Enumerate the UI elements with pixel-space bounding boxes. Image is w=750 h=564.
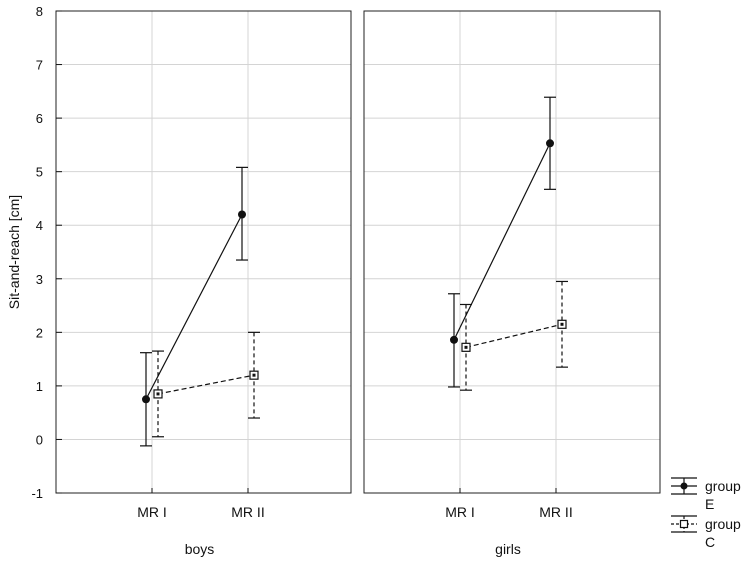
grid: [56, 10, 660, 494]
data-point: [238, 210, 246, 219]
series-line: [157, 374, 255, 395]
x-tick-label: MR II: [231, 504, 264, 520]
x-tick-label: MR I: [137, 504, 167, 520]
x-tick-label: MR I: [445, 504, 475, 520]
legend-label: group: [705, 478, 741, 494]
legend-marker: [680, 482, 688, 490]
x-tick-label: MR II: [539, 504, 572, 520]
legend-sublabel: E: [705, 496, 714, 512]
data-point: [450, 335, 458, 344]
series-line: [453, 143, 551, 341]
legend-sublabel: C: [705, 534, 715, 550]
y-tick-label: 6: [36, 111, 43, 126]
series-line: [145, 214, 243, 400]
legend-label: group: [705, 516, 741, 532]
data-point-center: [560, 322, 564, 326]
y-tick-label: 8: [36, 4, 43, 19]
y-tick-label: -1: [31, 486, 43, 501]
legend-marker: [679, 519, 689, 529]
panel-frames: [55, 10, 661, 494]
y-tick-label: 2: [36, 325, 43, 340]
data-point-center: [156, 392, 160, 396]
panel-frame: [55, 10, 352, 494]
y-tick-label: 3: [36, 272, 43, 287]
x-axis: MR I MR II MR I MR II: [137, 488, 573, 520]
data-point: [142, 395, 150, 404]
y-tick-label: 5: [36, 165, 43, 180]
y-tick-label: 4: [36, 218, 43, 233]
panel-labels: boys girls: [185, 541, 521, 557]
y-tick-label: 7: [36, 58, 43, 73]
series-line: [465, 323, 563, 348]
y-tick-label: 1: [36, 379, 43, 394]
data-point-center: [252, 373, 256, 377]
panel-label: girls: [495, 541, 521, 557]
data-point: [546, 139, 554, 148]
y-axis: -1 0 1 2 3 4 5 6 7 8: [31, 4, 62, 501]
panel-frame: [363, 10, 661, 494]
series: [140, 96, 568, 447]
data-point-center: [464, 345, 468, 349]
y-tick-label: 0: [36, 432, 43, 447]
panel-label: boys: [185, 541, 215, 557]
y-axis-label: Sit-and-reach [cm]: [6, 195, 22, 309]
